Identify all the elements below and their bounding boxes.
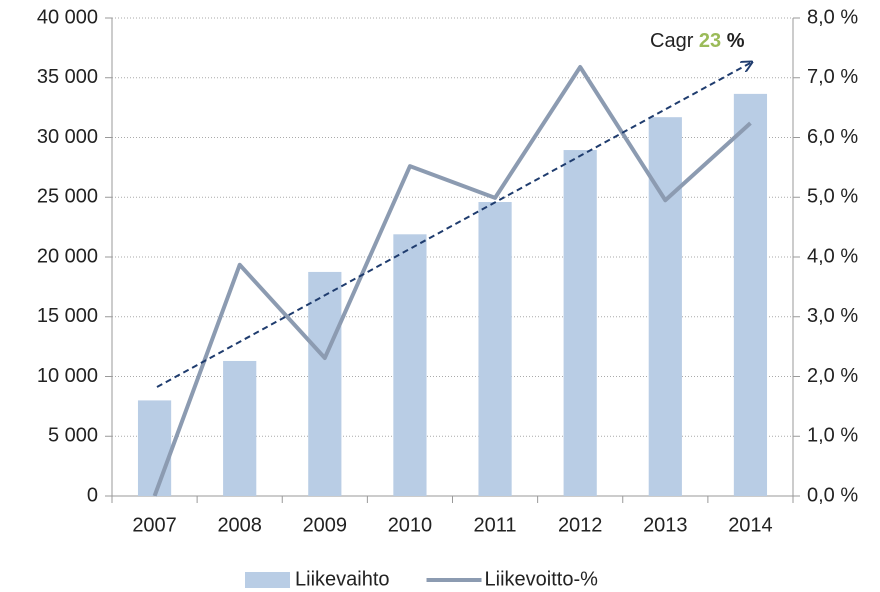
y-tick-label: 35 000 bbox=[37, 66, 98, 88]
x-tick-label: 2012 bbox=[558, 514, 603, 536]
bar bbox=[308, 271, 342, 496]
y2-tick-label: 3,0 % bbox=[807, 305, 858, 327]
annotation-value: 23 bbox=[699, 30, 721, 52]
y-tick-label: 15 000 bbox=[37, 305, 98, 327]
annotation-prefix: Cagr bbox=[650, 30, 694, 52]
bar bbox=[648, 117, 682, 496]
legend-swatch bbox=[245, 572, 290, 588]
annotation-suffix: % bbox=[727, 30, 745, 52]
line bbox=[152, 64, 752, 497]
x-tick-label: 2010 bbox=[388, 514, 433, 536]
x-tick-label: 2007 bbox=[132, 514, 177, 536]
bar bbox=[393, 234, 427, 497]
y2-tick-label: 0,0 % bbox=[807, 484, 858, 506]
y2-tick-label: 6,0 % bbox=[807, 126, 858, 148]
trend-arrow bbox=[156, 62, 752, 388]
x-tick-label: 2008 bbox=[217, 514, 262, 536]
legend-label: Liikevaihto bbox=[295, 568, 390, 590]
y2-tick-label: 8,0 % bbox=[807, 6, 858, 28]
y-tick-label: 5 000 bbox=[48, 425, 98, 447]
y-tick-label: 30 000 bbox=[37, 126, 98, 148]
y-tick-label: 0 bbox=[87, 484, 98, 506]
x-tick-label: 2013 bbox=[643, 514, 688, 536]
y2-tick-label: 2,0 % bbox=[807, 365, 858, 387]
y2-tick-label: 4,0 % bbox=[807, 245, 858, 267]
bar bbox=[137, 400, 172, 496]
legend-label: Liikevoitto-% bbox=[485, 568, 599, 590]
y2-tick-label: 7,0 % bbox=[807, 66, 858, 88]
y-tick-label: 25 000 bbox=[37, 186, 98, 208]
x-tick-label: 2009 bbox=[303, 514, 348, 536]
y-tick-label: 20 000 bbox=[37, 245, 98, 267]
y2-tick-label: 5,0 % bbox=[807, 186, 858, 208]
y-tick-label: 40 000 bbox=[37, 6, 98, 28]
y-tick-label: 10 000 bbox=[37, 365, 98, 387]
bar bbox=[223, 360, 257, 496]
annotation: Cagr 23 % bbox=[650, 30, 745, 52]
x-tick-label: 2011 bbox=[474, 514, 517, 536]
bar bbox=[478, 202, 512, 496]
bar bbox=[733, 93, 768, 496]
bar bbox=[563, 150, 597, 497]
y2-tick-label: 1,0 % bbox=[807, 425, 858, 447]
x-tick-label: 2014 bbox=[728, 514, 773, 536]
